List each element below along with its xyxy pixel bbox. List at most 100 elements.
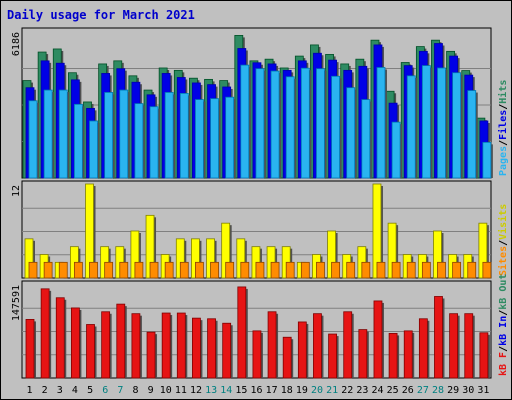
legend-entry: kB F bbox=[498, 352, 509, 376]
bar-kbf-day-29 bbox=[449, 313, 459, 379]
bar-pages-day-9 bbox=[149, 106, 159, 179]
bar-sites-day-9 bbox=[149, 261, 159, 279]
bar-kbf-day-8 bbox=[131, 313, 141, 379]
legend-entry: / bbox=[498, 240, 509, 246]
legend-entry: / bbox=[498, 140, 509, 146]
bar-pages-day-5 bbox=[89, 120, 98, 179]
x-tick-label-day-17: 17 bbox=[266, 385, 278, 396]
x-tick-label-day-25: 25 bbox=[387, 385, 399, 396]
x-tick-label-day-9: 9 bbox=[148, 385, 154, 396]
bar-pages-day-17 bbox=[270, 70, 280, 179]
x-tick-label-day-7: 7 bbox=[117, 385, 123, 396]
legend: kB F/kB In/kB Out bbox=[498, 274, 509, 376]
bar-sites-day-7 bbox=[119, 261, 129, 279]
x-tick-label-day-26: 26 bbox=[402, 385, 414, 396]
bar-sites-day-2 bbox=[43, 261, 53, 279]
bar-sites-day-4 bbox=[73, 261, 83, 279]
bar-sites-day-6 bbox=[104, 261, 114, 279]
x-tick-label-day-11: 11 bbox=[175, 385, 187, 396]
bar-sites-day-26 bbox=[406, 261, 416, 279]
legend-entry: Files bbox=[497, 110, 509, 140]
x-tick-label-day-31: 31 bbox=[477, 385, 489, 396]
bar-pages-day-8 bbox=[134, 103, 144, 179]
x-tick-label-day-6: 6 bbox=[102, 385, 108, 396]
bar-kbf-day-20 bbox=[313, 313, 322, 379]
legend-entry: Hits bbox=[497, 80, 509, 104]
legend-entry: Sites bbox=[497, 246, 509, 276]
bar-pages-day-3 bbox=[58, 89, 68, 179]
bar-sites-day-16 bbox=[255, 261, 265, 279]
legend-entry: Visits bbox=[497, 204, 509, 240]
bar-kbf-day-13 bbox=[207, 318, 216, 379]
bar-pages-day-23 bbox=[361, 99, 371, 179]
bar-kbf-day-5 bbox=[86, 324, 95, 379]
x-tick-label-day-18: 18 bbox=[281, 385, 293, 396]
bar-sites-day-25 bbox=[391, 261, 401, 279]
legend-entry: Pages bbox=[498, 146, 509, 176]
bar-pages-day-28 bbox=[437, 67, 446, 179]
bar-kbf-day-17 bbox=[267, 311, 277, 379]
x-tick-label-day-16: 16 bbox=[250, 385, 262, 396]
x-tick-label-day-13: 13 bbox=[205, 385, 217, 396]
bar-sites-day-28 bbox=[437, 261, 446, 279]
bar-kbf-day-7 bbox=[116, 303, 126, 379]
bar-pages-day-30 bbox=[467, 90, 477, 179]
x-tick-label-day-12: 12 bbox=[190, 385, 202, 396]
bar-pages-day-31 bbox=[482, 141, 492, 179]
bar-sites-day-15 bbox=[240, 261, 250, 279]
bar-sites-day-20 bbox=[316, 261, 325, 279]
x-tick-label-day-21: 21 bbox=[326, 385, 338, 396]
bar-kbf-day-22 bbox=[343, 311, 353, 379]
bar-sites-day-30 bbox=[467, 261, 477, 279]
x-tick-label-day-8: 8 bbox=[132, 385, 138, 396]
x-tick-label-day-20: 20 bbox=[311, 385, 323, 396]
x-tick-label-day-22: 22 bbox=[341, 385, 353, 396]
bar-kbf-day-3 bbox=[55, 297, 65, 379]
bar-kbf-day-2 bbox=[40, 288, 50, 379]
bar-kbf-day-18 bbox=[282, 336, 292, 379]
bar-pages-day-11 bbox=[179, 93, 189, 179]
bar-sites-day-3 bbox=[58, 261, 68, 279]
x-tick-label-day-10: 10 bbox=[160, 385, 172, 396]
bar-pages-day-16 bbox=[255, 68, 265, 179]
bar-kbf-day-16 bbox=[252, 330, 262, 379]
bar-kbf-day-25 bbox=[388, 333, 398, 379]
x-tick-label-day-30: 30 bbox=[462, 385, 474, 396]
bar-pages-day-20 bbox=[316, 68, 325, 179]
bar-kbf-day-4 bbox=[70, 307, 80, 379]
bar-kbf-day-1 bbox=[25, 319, 35, 379]
x-tick-label-day-28: 28 bbox=[432, 385, 444, 396]
bar-kbf-day-31 bbox=[479, 332, 489, 379]
x-tick-label-day-3: 3 bbox=[57, 385, 63, 396]
bar-pages-day-26 bbox=[406, 75, 416, 179]
x-tick-label-day-14: 14 bbox=[220, 385, 232, 396]
bar-sites-day-23 bbox=[361, 261, 371, 279]
bar-kbf-day-26 bbox=[403, 330, 413, 379]
chart-title: Daily usage for March 2021 bbox=[7, 8, 195, 22]
bar-kbf-day-15 bbox=[237, 286, 247, 379]
legend-entry: kB Out bbox=[498, 274, 509, 310]
bar-sites-day-10 bbox=[164, 261, 174, 279]
bar-pages-day-19 bbox=[300, 67, 310, 179]
bar-pages-day-7 bbox=[119, 89, 129, 179]
x-tick-label-day-1: 1 bbox=[27, 385, 33, 396]
bar-pages-day-15 bbox=[240, 64, 250, 179]
bar-pages-day-12 bbox=[195, 99, 204, 179]
legend-entry: / bbox=[498, 346, 509, 352]
legend: Pages/Files/Hits bbox=[497, 80, 509, 176]
bar-kbf-day-11 bbox=[176, 312, 186, 379]
bar-kbf-day-14 bbox=[222, 322, 232, 379]
bar-pages-day-21 bbox=[331, 75, 340, 179]
bar-pages-day-22 bbox=[346, 87, 356, 179]
bar-pages-day-13 bbox=[210, 98, 219, 179]
y-max-label: 12 bbox=[11, 185, 22, 197]
bar-sites-day-22 bbox=[346, 261, 356, 279]
bar-sites-day-31 bbox=[482, 261, 492, 279]
bar-pages-day-18 bbox=[285, 76, 295, 179]
bar-sites-day-8 bbox=[134, 261, 144, 279]
bar-sites-day-12 bbox=[195, 261, 204, 279]
bar-pages-day-27 bbox=[421, 65, 431, 179]
legend-entry: / bbox=[498, 104, 509, 110]
x-tick-label-day-24: 24 bbox=[372, 385, 384, 396]
bar-sites-day-21 bbox=[331, 261, 340, 279]
